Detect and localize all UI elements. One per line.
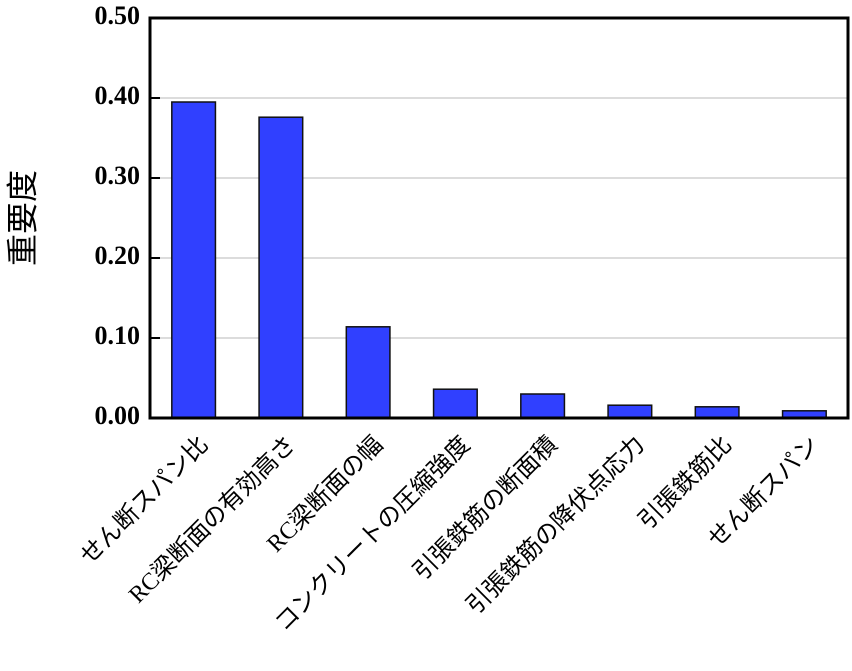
- bar: [345, 326, 391, 419]
- y-tick-label: 0.30: [95, 161, 141, 190]
- x-tick-label: RC梁断面の有効高さ: [124, 431, 302, 609]
- bar: [171, 101, 217, 419]
- bar: [258, 116, 304, 419]
- y-tick-label: 0.20: [95, 241, 141, 270]
- x-tick-label: 引張鉄筋の降伏点応力: [461, 431, 650, 620]
- y-tick-label: 0.40: [95, 81, 141, 110]
- bar: [694, 406, 740, 419]
- bar: [520, 393, 566, 419]
- y-axis-label: 重要度: [4, 170, 40, 266]
- y-tick-label: 0.10: [95, 321, 141, 350]
- x-tick-label: 引張鉄筋の断面積: [408, 431, 563, 586]
- plot-frame: [148, 16, 850, 420]
- y-tick-label: 0.00: [95, 401, 141, 430]
- y-tick-label: 0.50: [95, 1, 141, 30]
- bar: [607, 404, 653, 419]
- bar: [432, 388, 478, 419]
